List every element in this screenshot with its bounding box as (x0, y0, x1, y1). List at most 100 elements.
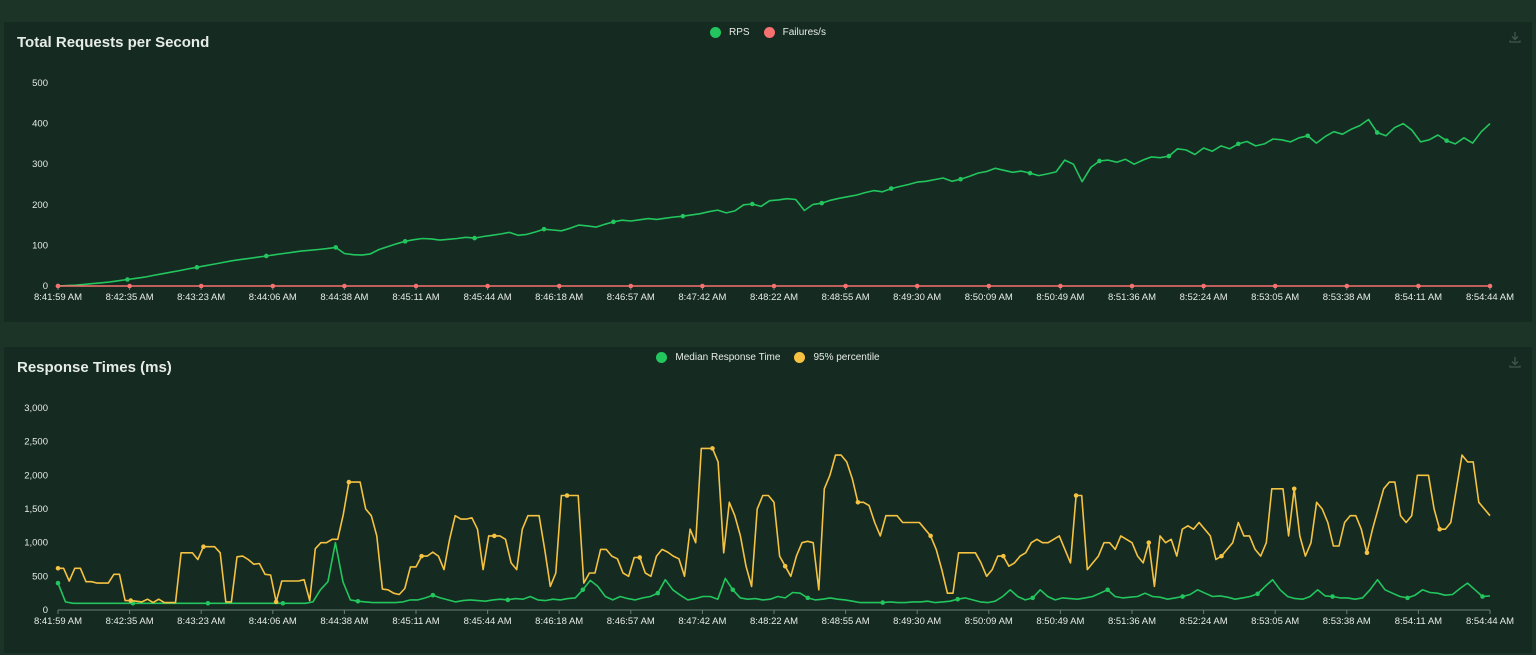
data-point-95-percentile (1437, 526, 1442, 532)
data-point-failures-s (413, 283, 419, 289)
data-point-rps (1236, 141, 1241, 147)
x-tick-label: 8:43:23 AM (177, 616, 225, 627)
data-point-95-percentile (201, 544, 206, 550)
x-tick-label: 8:45:44 AM (464, 292, 512, 303)
y-tick-label: 2,500 (24, 437, 48, 448)
data-point-95-percentile (928, 533, 933, 539)
data-point-failures-s (1416, 283, 1421, 289)
data-point-median-response-time (955, 596, 960, 602)
data-point-median-response-time (205, 600, 211, 606)
data-point-median-response-time (280, 600, 286, 606)
x-tick-label: 8:44:38 AM (320, 616, 368, 627)
data-point-median-response-time (1105, 587, 1110, 593)
x-tick-label: 8:50:09 AM (965, 616, 1013, 627)
legend-label-failures: Failures/s (782, 27, 826, 38)
response-times-legend: Median Response Time 95% percentile (4, 352, 1532, 363)
download-icon[interactable] (1508, 355, 1522, 369)
legend-label-median: Median Response Time (675, 352, 781, 363)
x-tick-label: 8:48:55 AM (822, 616, 870, 627)
data-point-median-response-time (1255, 591, 1260, 597)
data-point-rps (194, 265, 200, 270)
legend-item-rps[interactable]: RPS (710, 27, 750, 38)
y-tick-label: 100 (32, 240, 48, 251)
data-point-median-response-time (805, 595, 811, 601)
data-point-rps (611, 219, 616, 225)
rps-legend: RPS Failures/s (4, 27, 1532, 38)
y-tick-label: 200 (32, 200, 48, 211)
data-point-rps (1097, 158, 1102, 164)
legend-dot-median (656, 352, 668, 363)
legend-label-rps: RPS (729, 27, 750, 38)
x-tick-label: 8:52:24 AM (1180, 616, 1228, 627)
data-point-failures-s (270, 283, 276, 289)
x-tick-label: 8:49:30 AM (893, 292, 941, 303)
response-times-chart-panel: 0 500 1,000 1,500 2,000 2,500 3,000 8:41:59 AM 8… (4, 347, 1532, 653)
x-tick-label: 8:50:49 AM (1036, 292, 1084, 303)
x-tick-label: 8:51:36 AM (1108, 292, 1156, 303)
data-point-failures-s (843, 283, 848, 289)
data-point-95-percentile (1364, 550, 1370, 556)
legend-label-p95: 95% percentile (813, 352, 880, 363)
legend-dot-failures (763, 27, 775, 38)
x-tick-label: 8:51:36 AM (1108, 616, 1156, 627)
data-point-95-percentile (782, 563, 788, 569)
x-tick-label: 8:41:59 AM (34, 616, 82, 627)
x-tick-label: 8:47:42 AM (678, 616, 726, 627)
data-point-median-response-time (355, 598, 361, 604)
x-tick-label: 8:53:05 AM (1251, 616, 1299, 627)
series-line-rps (57, 118, 1491, 287)
x-tick-label: 8:45:44 AM (464, 616, 512, 627)
x-tick-label: 8:48:55 AM (822, 292, 870, 303)
data-point-95-percentile (1146, 540, 1152, 545)
data-point-rps (888, 186, 894, 191)
response-times-chart: 0 500 1,000 1,500 2,000 2,500 3,000 8:41:59 AM 8… (24, 403, 1514, 627)
legend-item-p95[interactable]: 95% percentile (794, 352, 880, 363)
data-point-rps (541, 226, 547, 232)
data-point-failures-s (485, 283, 490, 289)
data-point-95-percentile (1291, 486, 1297, 492)
data-point-95-percentile (273, 599, 279, 605)
rps-chart-panel: 0 100 200 300 400 500 8:41:59 AM 8:42:35 AM 8:43… (4, 22, 1532, 322)
y-tick-label: 400 (32, 119, 48, 130)
data-point-95-percentile (346, 479, 352, 485)
data-point-rps (1166, 153, 1172, 159)
data-point-rps (680, 213, 686, 219)
legend-item-median[interactable]: Median Response Time (656, 352, 780, 363)
legend-item-failures[interactable]: Failures/s (763, 27, 826, 38)
data-point-failures-s (914, 283, 920, 289)
data-point-rps (1374, 130, 1380, 135)
x-tick-label: 8:53:38 AM (1323, 292, 1371, 303)
y-tick-label: 0 (43, 281, 48, 292)
x-tick-label: 8:53:05 AM (1251, 292, 1299, 303)
legend-dot-rps (710, 27, 722, 38)
legend-dot-p95 (794, 352, 806, 363)
y-tick-label: 500 (32, 571, 48, 582)
x-tick-label: 8:54:44 AM (1466, 292, 1514, 303)
data-point-failures-s (1487, 283, 1493, 289)
x-tick-label: 8:44:38 AM (320, 292, 368, 303)
x-tick-label: 8:44:06 AM (249, 616, 297, 627)
x-tick-label: 8:46:18 AM (535, 616, 583, 627)
data-point-rps (1305, 133, 1311, 139)
data-point-failures-s (1058, 283, 1063, 289)
x-tick-label: 8:52:24 AM (1180, 292, 1228, 303)
data-point-failures-s (55, 283, 61, 289)
data-point-failures-s (127, 283, 132, 289)
data-point-95-percentile (1001, 553, 1006, 559)
x-tick-label: 8:45:11 AM (392, 292, 439, 303)
data-point-failures-s (628, 283, 634, 289)
x-tick-label: 8:46:57 AM (607, 616, 655, 627)
x-tick-label: 8:42:35 AM (106, 292, 154, 303)
x-tick-label: 8:53:38 AM (1323, 616, 1371, 627)
data-point-failures-s (342, 283, 347, 289)
data-point-failures-s (771, 283, 777, 289)
series-line-95-percentile (58, 447, 1491, 604)
x-tick-label: 8:54:11 AM (1395, 292, 1442, 303)
response-times-chart-title: Response Times (ms) (17, 359, 172, 376)
data-point-95-percentile (1219, 553, 1224, 559)
data-point-failures-s (1201, 283, 1206, 289)
x-tick-label: 8:46:18 AM (535, 292, 583, 303)
data-point-median-response-time (1030, 595, 1035, 601)
download-icon[interactable] (1508, 30, 1522, 44)
data-point-rps (472, 235, 477, 241)
